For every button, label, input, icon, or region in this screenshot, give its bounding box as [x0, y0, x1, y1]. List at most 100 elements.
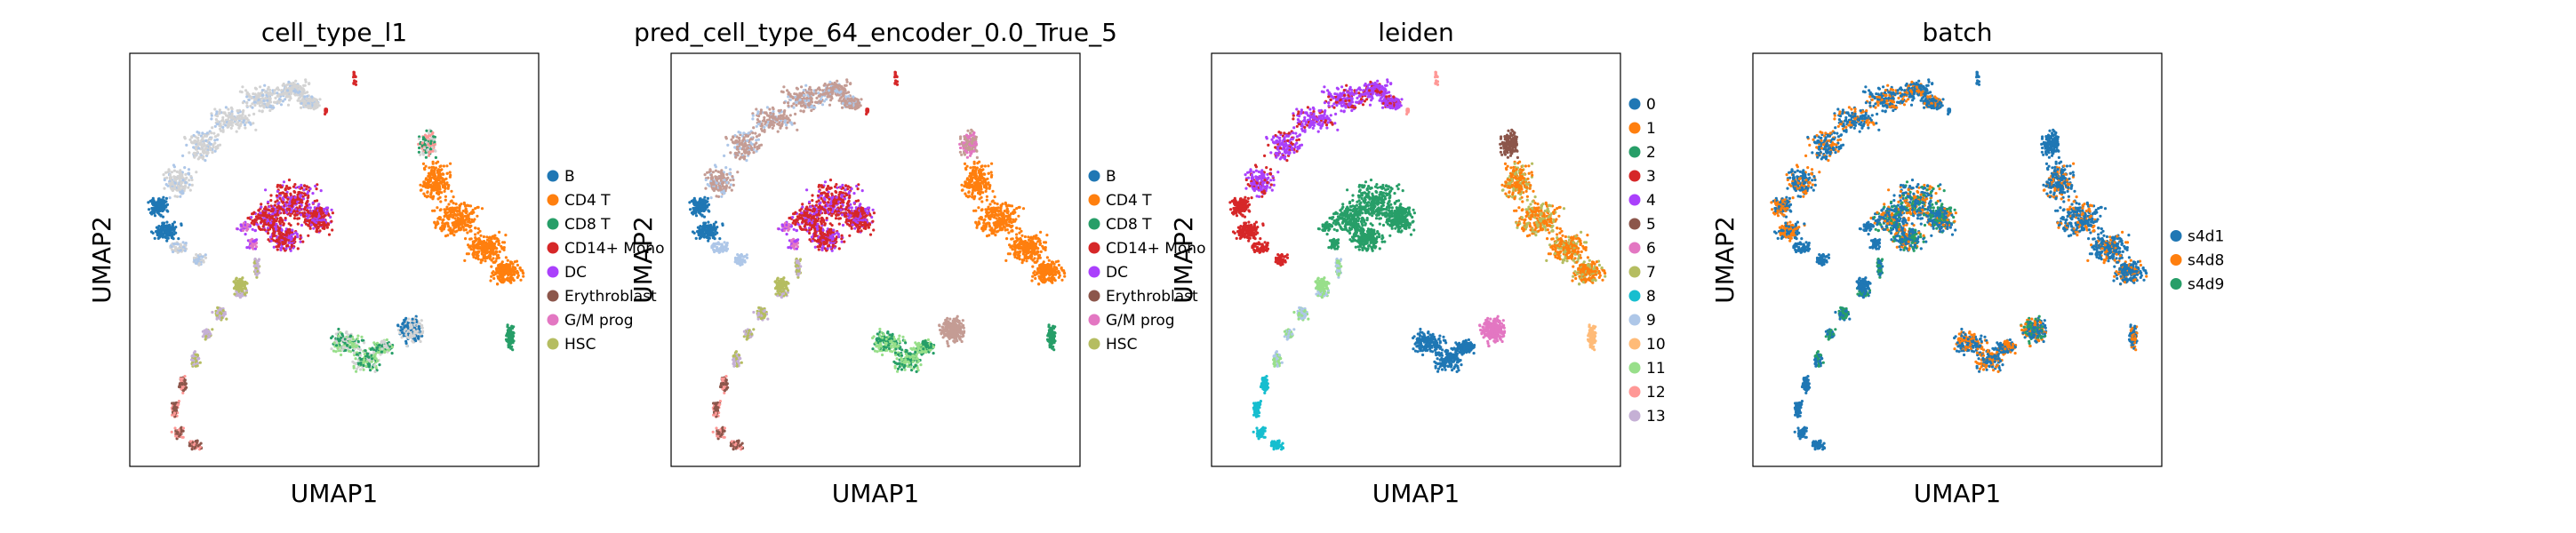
data-point: [301, 87, 305, 91]
data-point: [268, 235, 273, 239]
data-point: [331, 228, 334, 232]
data-point: [251, 227, 254, 231]
data-point: [755, 107, 758, 111]
data-point: [280, 89, 284, 92]
data-point: [180, 383, 184, 386]
data-point: [387, 348, 391, 352]
data-point: [327, 213, 331, 217]
data-point: [296, 99, 300, 102]
data-point: [298, 204, 301, 208]
data-point: [275, 227, 278, 231]
data-point: [303, 91, 307, 95]
data-point: [159, 213, 163, 217]
data-point: [215, 311, 220, 315]
data-point: [201, 131, 204, 135]
data-point: [180, 244, 183, 248]
data-point: [401, 330, 404, 334]
data-point: [412, 328, 416, 331]
data-point: [196, 136, 200, 139]
data-point: [457, 219, 461, 223]
data-point: [307, 234, 310, 237]
data-point: [163, 178, 166, 182]
data-point: [305, 203, 308, 207]
data-point: [280, 92, 284, 96]
data-point: [306, 94, 309, 98]
data-point: [331, 335, 334, 338]
data-point: [424, 178, 428, 181]
data-point: [173, 181, 177, 185]
data-point: [510, 278, 514, 282]
data-point: [431, 197, 435, 201]
data-point: [172, 250, 175, 254]
data-point: [263, 228, 267, 232]
data-point: [432, 175, 436, 179]
data-point: [436, 188, 439, 192]
data-point: [255, 95, 259, 99]
data-point: [365, 360, 369, 363]
data-point: [423, 142, 427, 147]
data-point: [281, 201, 284, 204]
legend-marker: [547, 218, 559, 230]
data-point: [444, 177, 448, 180]
data-point: [229, 123, 233, 126]
data-point: [356, 346, 360, 350]
data-point: [321, 215, 324, 219]
data-point: [241, 85, 244, 89]
data-point: [445, 171, 449, 175]
legend-marker: [547, 194, 559, 206]
data-point: [173, 408, 177, 411]
data-point: [211, 328, 214, 331]
data-point: [468, 245, 471, 249]
data-point: [263, 207, 267, 211]
data-point: [518, 266, 522, 270]
data-point: [502, 241, 507, 244]
data-point: [433, 140, 436, 144]
data-point: [198, 155, 202, 159]
data-point: [465, 252, 469, 256]
data-point: [210, 131, 213, 135]
data-point: [260, 97, 265, 100]
data-point: [197, 147, 201, 150]
data-point: [521, 269, 524, 273]
data-point: [502, 248, 506, 251]
data-point: [215, 110, 219, 114]
data-point: [168, 173, 172, 177]
data-point: [427, 154, 431, 157]
data-point: [254, 128, 258, 131]
data-point: [290, 88, 293, 92]
data-point: [383, 351, 387, 354]
data-point: [355, 367, 359, 370]
data-point: [313, 219, 316, 223]
data-point: [269, 104, 273, 107]
data-point: [449, 200, 452, 203]
data-point: [291, 228, 294, 232]
data-point: [284, 211, 289, 214]
data-point: [282, 180, 286, 184]
data-point: [202, 155, 205, 158]
data-point: [370, 357, 374, 361]
data-point: [453, 217, 457, 220]
data-point: [431, 131, 435, 135]
data-point: [257, 98, 260, 101]
data-point: [268, 205, 271, 209]
data-point: [420, 141, 424, 145]
data-point: [212, 146, 215, 149]
data-point: [275, 222, 278, 226]
data-point: [334, 332, 338, 336]
data-point: [282, 233, 285, 236]
data-point: [181, 179, 185, 182]
data-point: [244, 126, 247, 130]
data-point: [286, 103, 291, 107]
data-point: [326, 206, 330, 210]
data-point: [276, 248, 279, 251]
data-point: [183, 135, 187, 139]
data-point: [489, 279, 492, 282]
data-point: [209, 332, 212, 336]
data-point: [293, 213, 297, 217]
data-point: [175, 242, 180, 246]
data-point: [195, 360, 198, 363]
data-point: [489, 244, 492, 248]
data-point: [273, 91, 276, 95]
data-point: [277, 241, 281, 244]
data-point: [499, 266, 503, 270]
